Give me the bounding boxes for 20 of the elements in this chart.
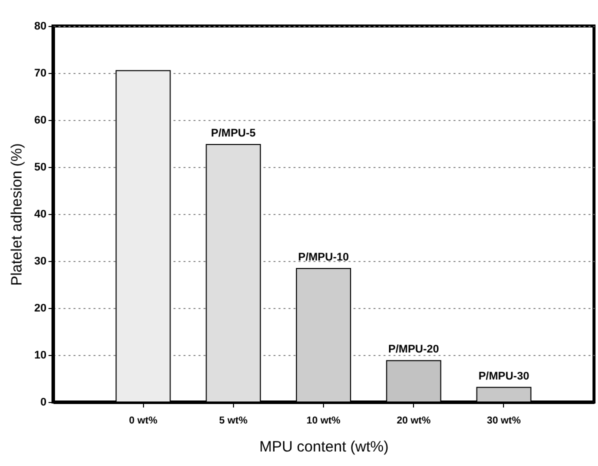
- y-axis-title: Platelet adhesion (%): [8, 143, 26, 286]
- x-tick-label: 30 wt%: [486, 416, 521, 426]
- y-tick-label: 20: [34, 302, 46, 314]
- y-tick-label: 80: [34, 20, 46, 32]
- x-axis-title: MPU content (wt%): [259, 438, 389, 456]
- y-tick-label: 60: [34, 114, 46, 126]
- x-tick-label: 20 wt%: [396, 416, 431, 426]
- y-tick-label: 70: [34, 68, 46, 80]
- y-tick-label: 50: [34, 162, 46, 174]
- annotation: P/MPU-10: [298, 252, 349, 264]
- x-tick-label: 0 wt%: [128, 416, 158, 426]
- x-tick-label: 5 wt%: [219, 416, 248, 426]
- y-tick-label: 30: [34, 256, 46, 268]
- annotation: P/MPU-5: [211, 127, 256, 140]
- x-tick-label: 10 wt%: [306, 416, 341, 426]
- y-tick-label: 40: [34, 208, 46, 220]
- annotation: P/MPU-30: [478, 370, 530, 382]
- annotation: P/MPU-20: [388, 344, 440, 356]
- y-tick-label: 0: [40, 396, 46, 408]
- y-tick-label: 10: [34, 350, 46, 362]
